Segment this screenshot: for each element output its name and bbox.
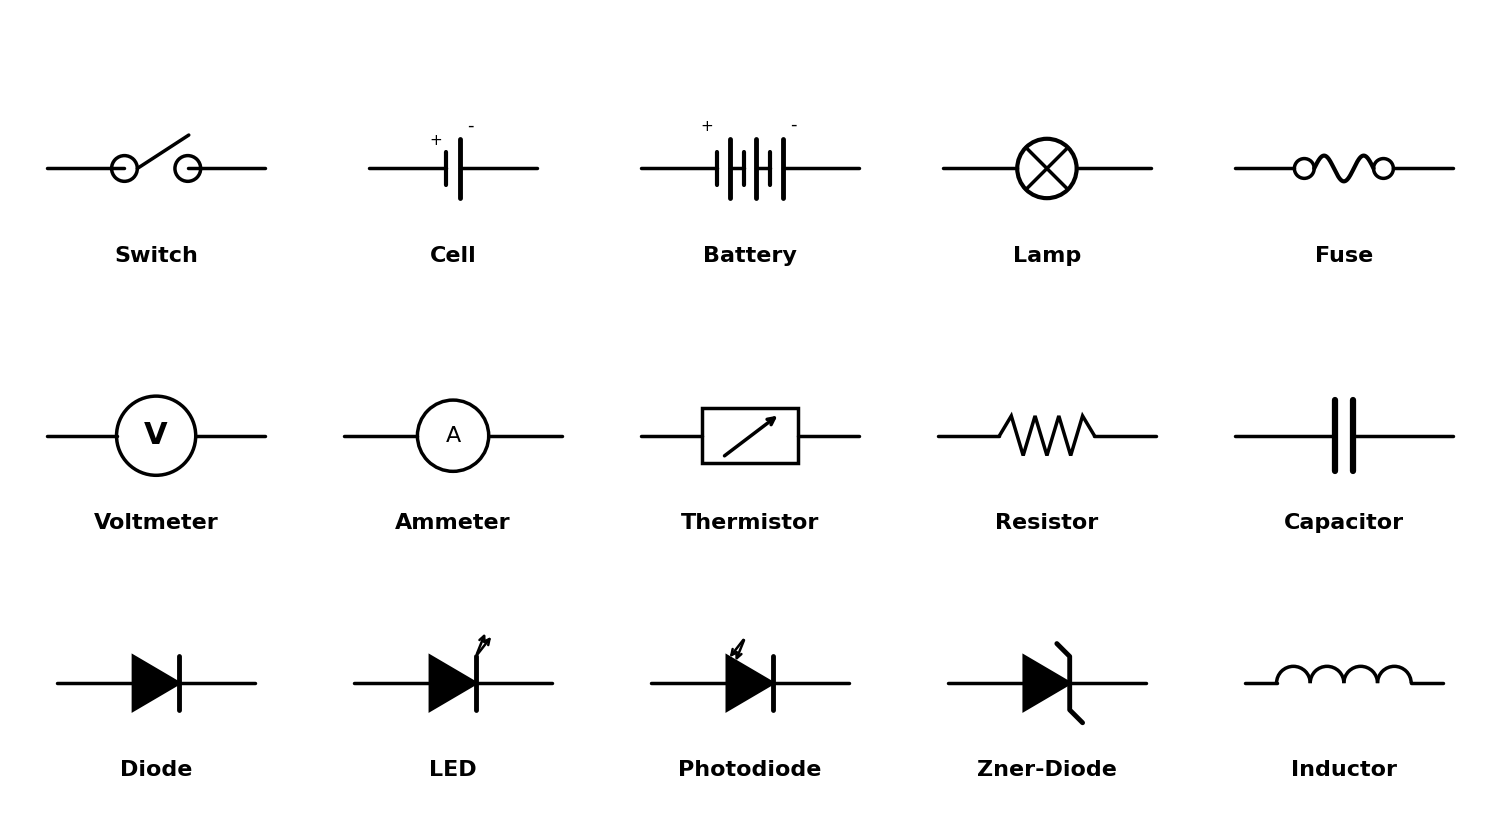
Ellipse shape — [417, 400, 489, 472]
Text: Cell: Cell — [429, 246, 477, 266]
Text: Capacitor: Capacitor — [1284, 513, 1404, 533]
Text: Photodiode: Photodiode — [678, 761, 822, 780]
Text: Voltmeter: Voltmeter — [94, 513, 219, 533]
Text: Switch: Switch — [114, 246, 198, 266]
Polygon shape — [134, 656, 178, 710]
Text: A: A — [446, 426, 460, 446]
Text: -: - — [466, 117, 472, 135]
Text: Resistor: Resistor — [996, 513, 1098, 533]
Text: Ammeter: Ammeter — [396, 513, 512, 533]
Text: V: V — [144, 421, 168, 450]
Text: Zner-Diode: Zner-Diode — [976, 761, 1118, 780]
Text: Lamp: Lamp — [1013, 246, 1082, 266]
Text: +: + — [430, 133, 442, 148]
Polygon shape — [728, 656, 772, 710]
Text: +: + — [700, 119, 714, 134]
Polygon shape — [430, 656, 476, 710]
Text: Inductor: Inductor — [1292, 761, 1396, 780]
Ellipse shape — [117, 396, 195, 475]
Text: -: - — [790, 116, 796, 134]
Polygon shape — [1024, 656, 1069, 710]
Bar — [702, 408, 798, 463]
Text: Thermistor: Thermistor — [681, 513, 819, 533]
Text: Diode: Diode — [120, 761, 192, 780]
Text: LED: LED — [429, 761, 477, 780]
Text: Fuse: Fuse — [1314, 246, 1372, 266]
Text: Battery: Battery — [704, 246, 797, 266]
